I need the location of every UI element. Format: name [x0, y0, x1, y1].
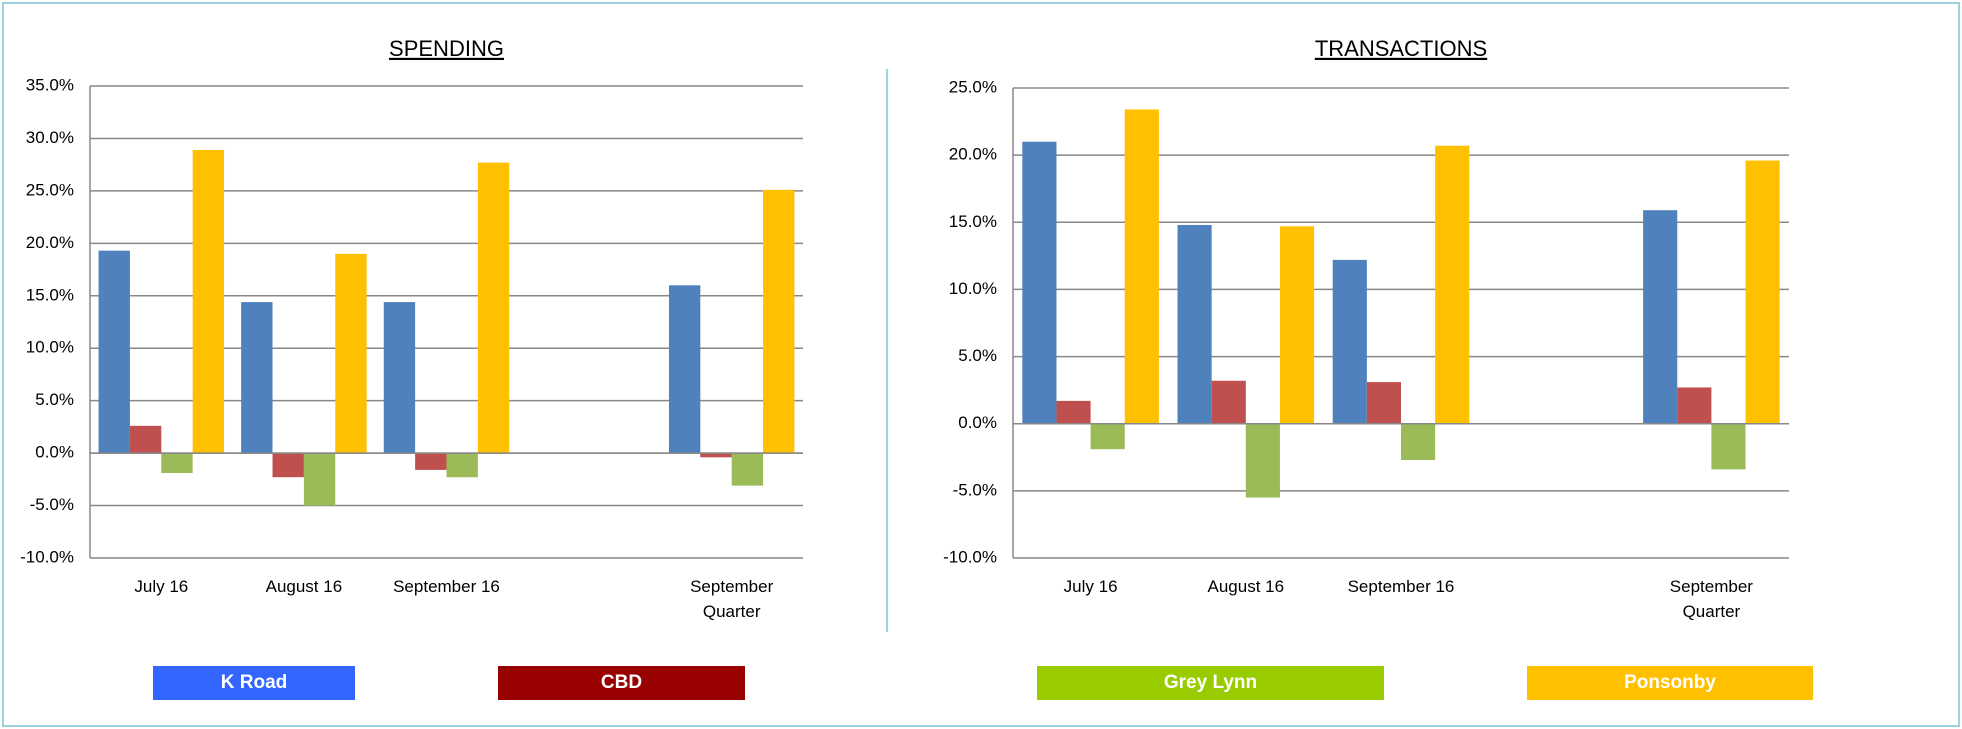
- y-tick-label: 35.0%: [26, 75, 74, 94]
- x-tick-label: July 16: [1063, 577, 1118, 596]
- legend-item: K Road: [153, 666, 355, 700]
- bar: [1022, 141, 1057, 424]
- x-tick-label: July 16: [134, 577, 189, 596]
- bar: [335, 253, 367, 454]
- bar: [1643, 210, 1678, 424]
- bar: [161, 453, 193, 474]
- x-tick-label: September Quarter: [690, 577, 774, 621]
- x-tick-label: August 16: [1207, 577, 1285, 596]
- x-tick-label: September Quarter: [1669, 577, 1753, 621]
- chart-title: TRANSACTIONS: [1315, 36, 1487, 61]
- bar: [129, 425, 162, 454]
- bar: [1332, 259, 1367, 424]
- y-tick-label: 15.0%: [26, 285, 74, 304]
- bar: [1677, 387, 1712, 424]
- legend-item: Grey Lynn: [1037, 666, 1384, 700]
- legend-item: CBD: [498, 666, 745, 700]
- bar: [1711, 423, 1746, 470]
- y-tick-label: 5.0%: [958, 346, 997, 365]
- bar: [192, 149, 225, 454]
- y-tick-label: -5.0%: [30, 495, 74, 514]
- y-tick-label: -5.0%: [953, 480, 997, 499]
- bar: [303, 453, 336, 506]
- y-tick-label: 5.0%: [35, 390, 74, 409]
- y-tick-label: 25.0%: [26, 180, 74, 199]
- bar: [241, 302, 273, 454]
- y-tick-label: 10.0%: [26, 338, 74, 357]
- y-tick-label: 10.0%: [949, 279, 997, 298]
- legend-item: Ponsonby: [1527, 666, 1813, 700]
- bar: [477, 162, 510, 454]
- y-tick-label: 20.0%: [949, 145, 997, 164]
- chart-title: SPENDING: [389, 36, 504, 61]
- bar: [1366, 382, 1401, 424]
- bar: [731, 453, 764, 486]
- bar: [1279, 226, 1315, 424]
- bar: [446, 453, 478, 478]
- y-tick-label: -10.0%: [20, 547, 74, 566]
- bar: [700, 453, 732, 458]
- y-tick-label: 20.0%: [26, 233, 74, 252]
- bar: [415, 453, 447, 470]
- y-tick-label: -10.0%: [943, 547, 997, 566]
- y-tick-label: 0.0%: [958, 413, 997, 432]
- bar: [383, 302, 416, 454]
- bar: [1090, 423, 1125, 450]
- x-tick-label: September 16: [1347, 577, 1455, 596]
- y-tick-label: 15.0%: [949, 212, 997, 231]
- bar: [272, 453, 304, 478]
- y-tick-label: 0.0%: [35, 443, 74, 462]
- bar: [668, 285, 701, 454]
- bar: [1245, 423, 1280, 498]
- bar: [1177, 224, 1212, 424]
- x-tick-label: August 16: [265, 577, 343, 596]
- bar: [1401, 423, 1436, 460]
- bar: [763, 189, 795, 454]
- y-tick-label: 30.0%: [26, 128, 74, 147]
- y-tick-label: 25.0%: [949, 77, 997, 96]
- bar: [1124, 109, 1159, 424]
- bar: [98, 250, 130, 454]
- bar: [1056, 400, 1091, 424]
- x-tick-label: September 16: [393, 577, 500, 596]
- bar: [1745, 160, 1780, 424]
- bar: [1211, 380, 1246, 424]
- bar: [1435, 145, 1470, 424]
